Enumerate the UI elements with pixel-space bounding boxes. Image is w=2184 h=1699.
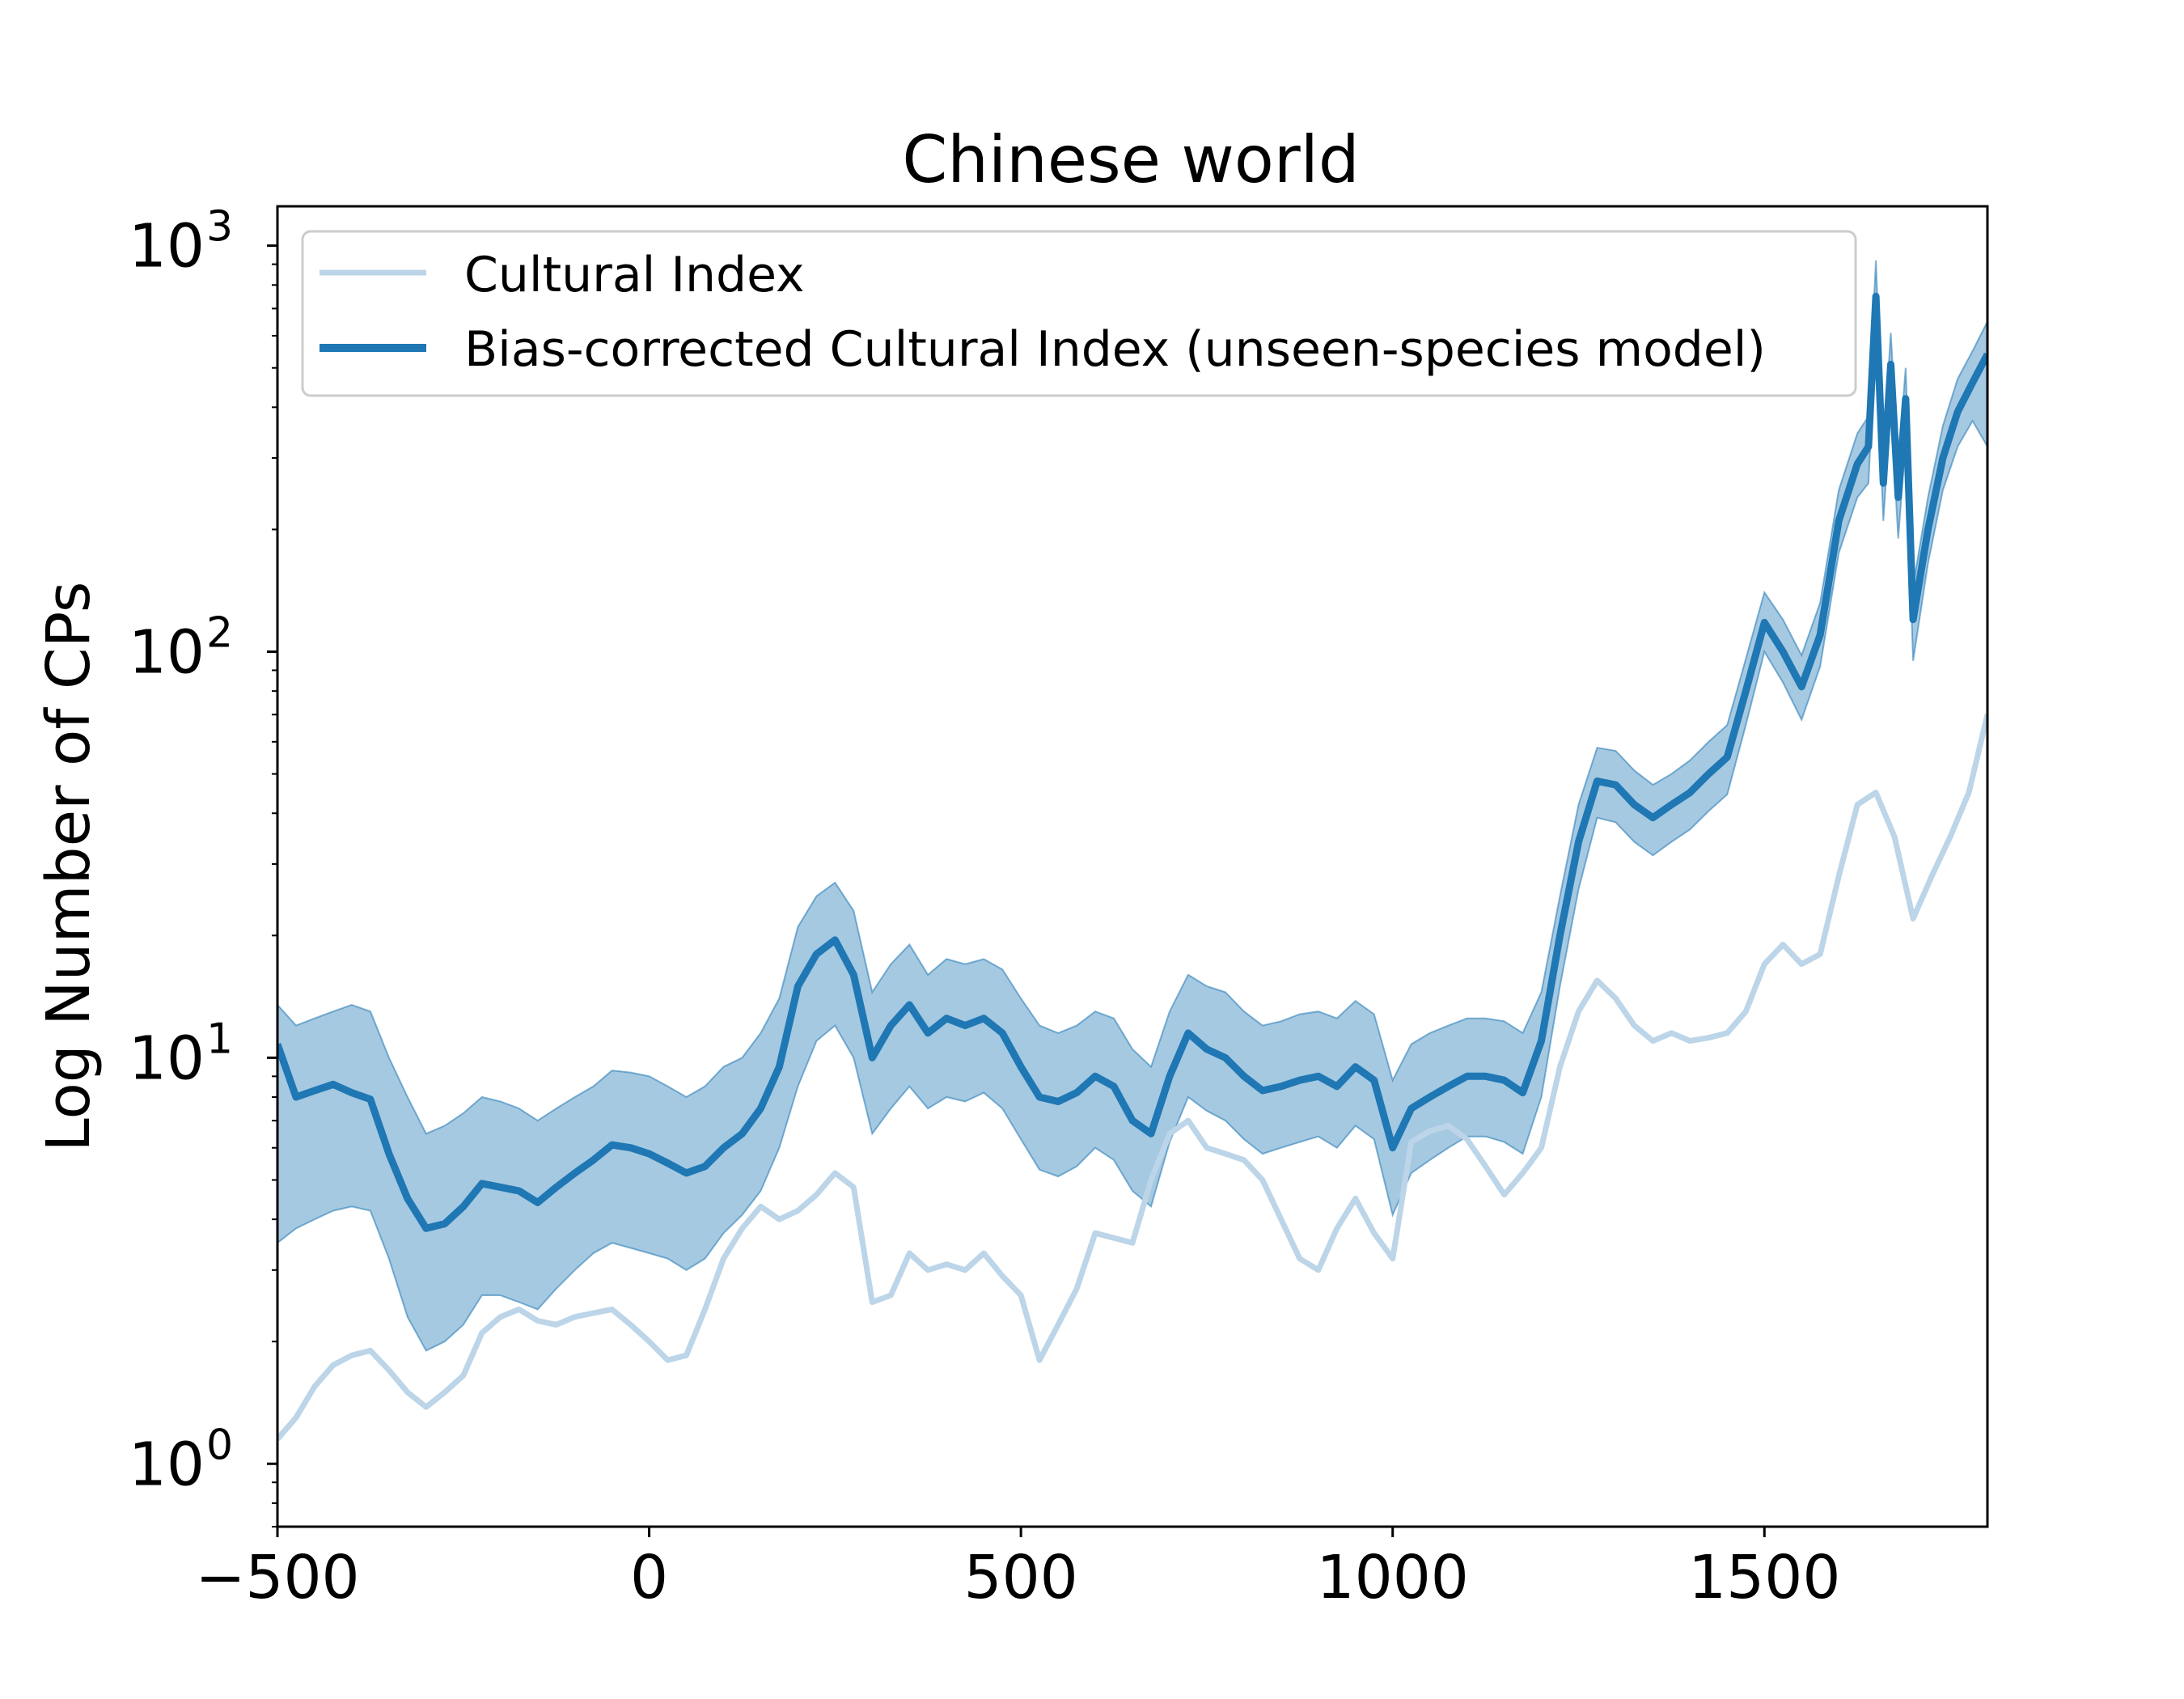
confidence-band	[277, 260, 1987, 1352]
x-tick-label: 0	[630, 1543, 668, 1612]
plot-frame	[276, 205, 1989, 1528]
legend-box	[301, 230, 1857, 397]
y-tick-exponent: 1	[206, 1015, 233, 1063]
y-tick-exponent: 3	[206, 203, 233, 252]
y-tick-label: 10	[129, 1430, 205, 1499]
x-tick-label: 500	[964, 1543, 1078, 1612]
plot-area	[277, 260, 1987, 1442]
bias-corrected-line	[277, 292, 1987, 1232]
y-tick-exponent: 0	[206, 1421, 233, 1469]
x-tick-label: −500	[195, 1543, 359, 1612]
legend-label-cultural-index: Cultural Index	[464, 247, 805, 303]
x-axis-ticks: −500 0 500 1000 1500	[195, 1527, 1840, 1612]
cultural-index-line	[277, 714, 1987, 1442]
legend-label-bias-corrected: Bias-corrected Cultural Index (unseen-sp…	[464, 321, 1766, 378]
x-tick-label: 1500	[1688, 1543, 1840, 1612]
legend: Cultural Index Bias-corrected Cultural I…	[301, 230, 1857, 397]
y-axis-label: Log Number of CPs	[34, 582, 104, 1152]
chart-title: Chinese world	[902, 122, 1359, 197]
x-tick-label: 1000	[1317, 1543, 1469, 1612]
y-tick-label: 10	[129, 212, 205, 282]
y-tick-label: 10	[129, 618, 205, 688]
y-tick-label: 10	[129, 1023, 205, 1093]
y-tick-exponent: 2	[206, 609, 233, 658]
